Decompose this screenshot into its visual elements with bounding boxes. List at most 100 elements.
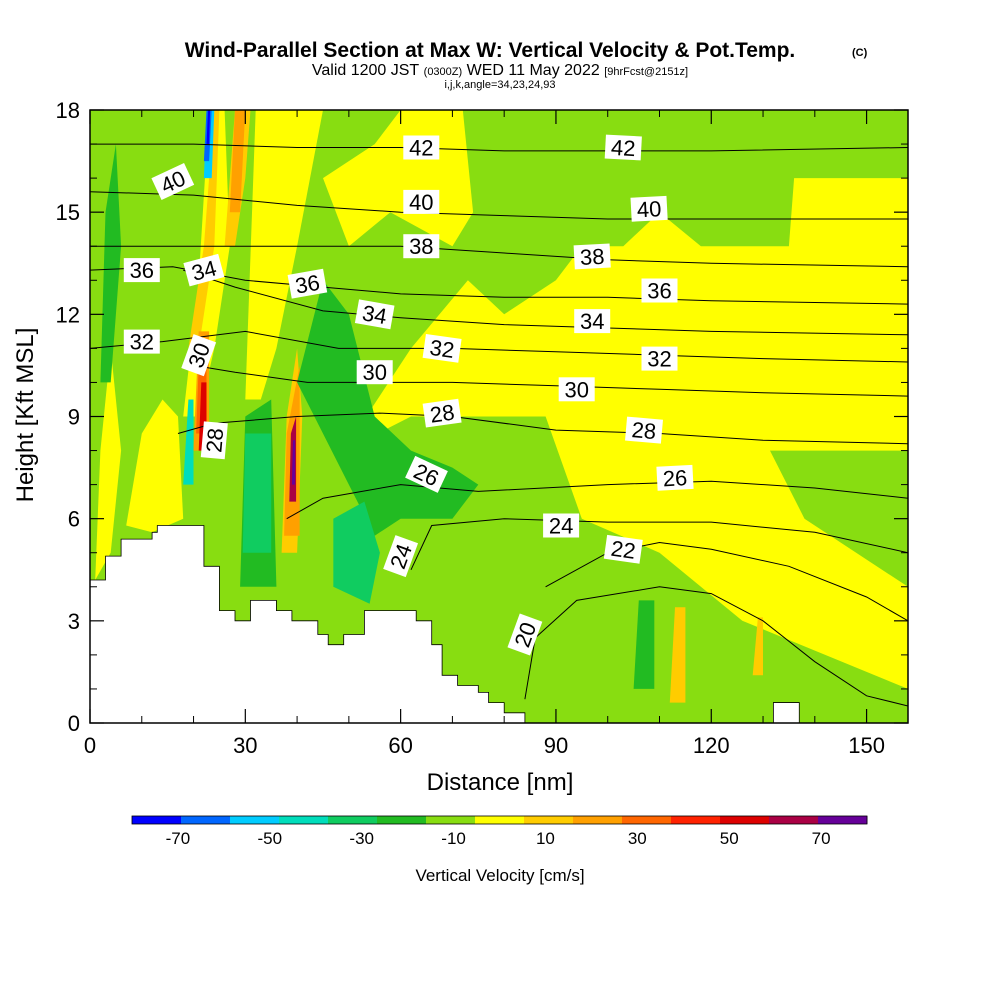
- x-tick-label: 30: [233, 733, 257, 758]
- velocity-region-23: [100, 144, 122, 383]
- contour-label-box: [630, 195, 668, 222]
- contour-label-group: 34: [574, 309, 611, 334]
- contour-label: 28: [428, 400, 456, 428]
- contour-label-group: 32: [123, 329, 160, 355]
- colorbar-swatch: [573, 816, 623, 824]
- contour-label-group: 38: [403, 234, 440, 259]
- contour-label: 26: [662, 465, 688, 491]
- contour-label: 28: [631, 417, 658, 444]
- y-tick-label: 15: [56, 200, 80, 225]
- contour-label-group: 38: [573, 243, 611, 270]
- theta-contour-34: [183, 269, 908, 336]
- chart-title-main: Wind-Parallel Section at Max W: Vertical…: [185, 39, 796, 62]
- contour-label: 32: [647, 347, 671, 372]
- velocity-region-12: [752, 617, 763, 676]
- x-tick-label: 90: [544, 733, 568, 758]
- colorbar-tick-label: -30: [349, 829, 374, 848]
- terrain-bump: [772, 702, 800, 723]
- contour-label-group: 42: [604, 134, 642, 161]
- velocity-region-25: [333, 501, 380, 604]
- contour-label-box: [574, 309, 611, 334]
- contour-label-group: 36: [123, 258, 160, 283]
- valid-time-line: Valid 1200 JST (0300Z) WED 11 May 2022 […: [312, 62, 688, 79]
- contour-label: 36: [130, 258, 154, 283]
- contour-label: 32: [130, 330, 154, 355]
- colorbar-swatch: [132, 816, 182, 824]
- colorbar-swatch: [769, 816, 819, 824]
- contour-label-group: 28: [200, 421, 228, 460]
- contour-label-group: 40: [630, 195, 668, 222]
- valid-prefix: Valid 1200 JST: [312, 62, 420, 79]
- contour-label: 40: [409, 190, 433, 215]
- colorbar-tick-label: 70: [812, 829, 831, 848]
- contour-label-box: [287, 268, 328, 299]
- index-line: i,j,k,angle=34,23,24,93: [444, 79, 555, 91]
- contour-label: 22: [609, 536, 637, 564]
- contour-label-box: [558, 377, 595, 402]
- velocity-region-26: [183, 399, 194, 485]
- contour-label: 42: [409, 136, 433, 161]
- contour-label-box: [603, 534, 643, 564]
- contour-label-box: [403, 189, 440, 214]
- theta-contour-40: [90, 191, 908, 220]
- y-axis-title: Height [Kft MSL]: [12, 328, 39, 503]
- y-tick-label: 9: [68, 405, 80, 430]
- contour-label-group: 30: [356, 360, 393, 385]
- contour-label-box: [507, 613, 543, 656]
- contour-label-group: 40: [403, 189, 440, 215]
- velocity-region-24: [242, 433, 272, 553]
- contour-label-group: 28: [625, 416, 663, 444]
- colorbar-swatch: [475, 816, 525, 824]
- x-tick-label: 0: [84, 733, 96, 758]
- colorbar-swatch: [181, 816, 231, 824]
- colorbar-swatch: [377, 816, 427, 824]
- contour-label: 30: [564, 377, 588, 402]
- contour-label-box: [641, 278, 678, 303]
- contour-label-box: [422, 334, 462, 363]
- velocity-region-15: [229, 110, 246, 213]
- colorbar-tick-label: -10: [441, 829, 466, 848]
- x-axis-title: Distance [nm]: [427, 769, 574, 796]
- contour-label-box: [151, 163, 195, 200]
- terrain-polygon: [90, 525, 908, 723]
- theta-contour-38: [90, 245, 908, 268]
- contour-label-box: [625, 416, 663, 444]
- contour-label-box: [383, 535, 419, 578]
- x-tick-label: 60: [388, 733, 412, 758]
- contour-label: 34: [360, 300, 388, 329]
- contour-label-box: [656, 464, 694, 491]
- chart-title-tag: (C): [852, 47, 868, 59]
- contour-label-box: [543, 513, 580, 538]
- colorbar: -70 -50 -30 -10 10 30 50 70: [131, 815, 868, 848]
- contour-label: 40: [636, 196, 662, 222]
- contour-label-group: 22: [603, 534, 643, 564]
- valid-utc: (0300Z): [424, 66, 463, 78]
- y-tick-label: 3: [68, 609, 80, 634]
- contour-label: 42: [610, 135, 636, 161]
- colorbar-tick-label: 10: [536, 829, 555, 848]
- velocity-region-5: [245, 110, 323, 400]
- contour-label-box: [422, 398, 462, 428]
- contour-label-box: [200, 421, 228, 460]
- contour-label: 34: [580, 309, 604, 334]
- colorbar-swatch: [426, 816, 476, 824]
- contour-label-box: [403, 135, 440, 160]
- contour-label: 32: [428, 335, 456, 363]
- contour-label-group: 36: [641, 278, 678, 304]
- colorbar-swatch: [671, 816, 721, 824]
- contour-label: 24: [549, 514, 573, 539]
- contour-label-box: [354, 299, 395, 330]
- colorbar-tick-label: -50: [258, 829, 283, 848]
- contour-label: 36: [647, 279, 671, 304]
- colorbar-swatch: [328, 816, 378, 824]
- contour-label: 30: [362, 360, 386, 385]
- velocity-region-21: [633, 600, 655, 689]
- colorbar-swatch: [720, 816, 770, 824]
- contour-label-box: [403, 234, 440, 259]
- x-tick-label: 150: [848, 733, 885, 758]
- contour-label-box: [356, 360, 393, 385]
- theta-contour-26: [286, 480, 908, 520]
- contour-label: 36: [293, 270, 321, 299]
- contour-label-group: 28: [422, 398, 462, 428]
- velocity-region-1: [343, 178, 908, 451]
